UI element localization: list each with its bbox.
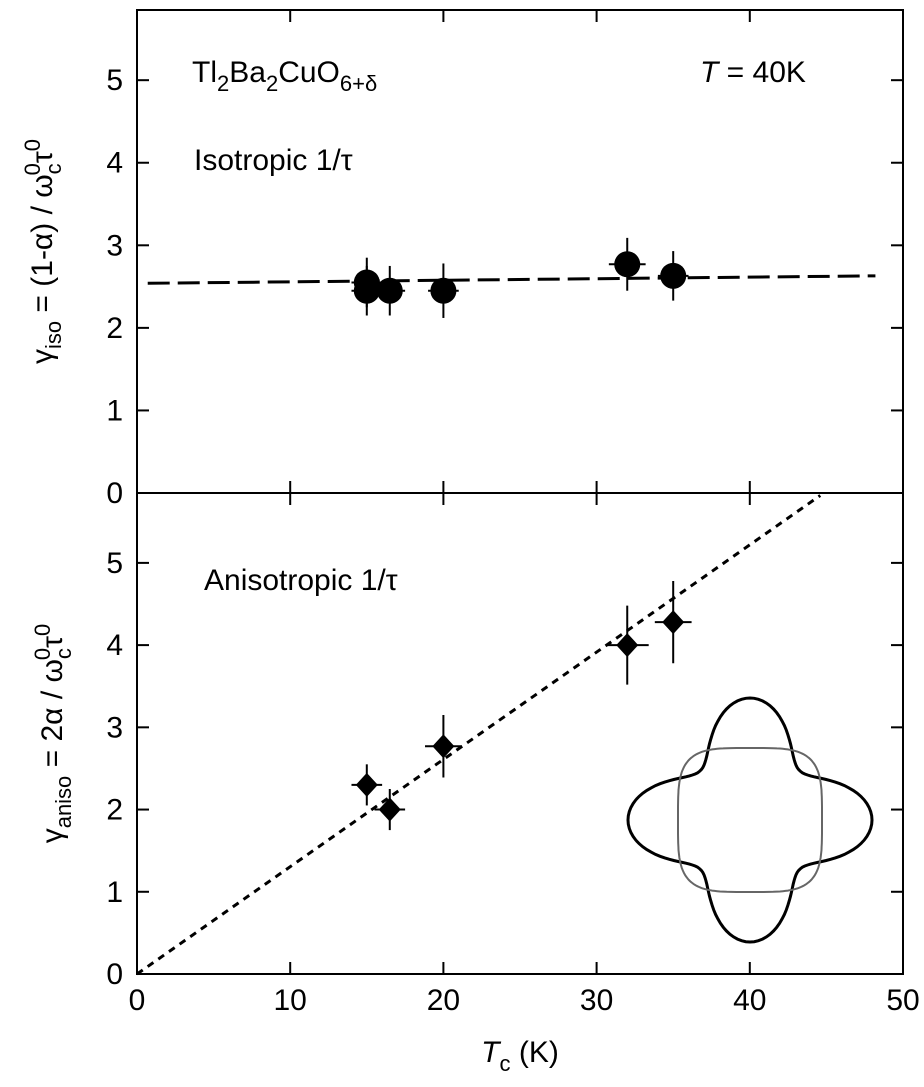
- y-axis-label-part: τ: [26, 151, 59, 163]
- chart-title-part: 6+δ: [340, 71, 377, 96]
- y-axis-label-part: γ: [36, 828, 69, 843]
- x-axis-label-part: c: [500, 1051, 511, 1076]
- y-tick-label: 1: [106, 876, 123, 909]
- y-tick-label: 0: [106, 477, 123, 510]
- fit-line: [147, 274, 876, 285]
- chart-title-part: Tl: [192, 56, 217, 89]
- y-axis-label-part: 0: [30, 624, 55, 636]
- data-point: [355, 772, 378, 797]
- x-axis-label-part: T: [481, 1036, 502, 1069]
- y-axis-label-part: τ: [36, 636, 69, 648]
- data-point: [614, 251, 641, 278]
- chart-title: Tl2Ba2CuO6+δ: [192, 56, 377, 96]
- y-tick-label: 0: [106, 958, 123, 991]
- data-point: [660, 262, 687, 289]
- y-tick-label: 2: [106, 794, 123, 827]
- y-axis-label-part: c: [41, 163, 66, 174]
- data-point: [376, 277, 403, 304]
- data-point: [662, 610, 685, 635]
- chart-title-part: 2: [266, 71, 278, 96]
- data-point: [353, 277, 380, 304]
- condition-label: T = 40K: [700, 56, 806, 89]
- y-tick-label: 5: [106, 64, 123, 97]
- data-point: [432, 734, 455, 759]
- condition-label-part: T: [700, 56, 721, 89]
- annotation: Isotropic 1/τ: [194, 144, 353, 177]
- x-axis-label-part: (K): [511, 1036, 559, 1069]
- y-tick-label: 4: [106, 629, 123, 662]
- chart-title-part: Ba: [229, 56, 266, 89]
- y-tick-label: 1: [106, 394, 123, 427]
- y-axis-label-part: 0: [20, 163, 45, 175]
- y-axis-label: γaniso = 2α / ωc0τ0: [30, 624, 76, 844]
- x-tick-label: 20: [427, 984, 460, 1017]
- x-tick-label: 0: [129, 984, 146, 1017]
- y-tick-label: 5: [106, 547, 123, 580]
- y-axis-label: γiso = (1-α) / ωc0τ0: [20, 139, 66, 364]
- x-tick-label: 40: [733, 984, 766, 1017]
- y-axis-label-part: iso: [41, 321, 66, 349]
- plot-frame: [136, 492, 904, 975]
- y-axis-label-part: = 2α / ω: [36, 659, 69, 776]
- inset-outer-surface: [626, 696, 874, 944]
- y-axis-label-part: = (1-α) / ω: [26, 174, 59, 321]
- y-axis-label-part: γ: [26, 349, 59, 364]
- chart-title-part: CuO: [278, 56, 340, 89]
- x-tick-label: 30: [580, 984, 613, 1017]
- x-tick-label: 50: [886, 984, 919, 1017]
- data-point: [378, 797, 401, 822]
- y-axis-label-part: aniso: [51, 776, 76, 829]
- fit-line: [136, 494, 822, 976]
- y-tick-label: 4: [106, 147, 123, 180]
- y-tick-label: 2: [106, 312, 123, 345]
- inset-inner-surface: [677, 747, 823, 893]
- condition-label-part: = 40K: [718, 56, 806, 89]
- y-axis-label-part: 0: [30, 648, 55, 660]
- data-point: [616, 633, 639, 658]
- data-point: [430, 277, 457, 304]
- y-axis-label-part: c: [51, 648, 76, 659]
- chart-title-part: 2: [217, 71, 229, 96]
- y-tick-label: 3: [106, 711, 123, 744]
- y-axis-label-part: 0: [20, 139, 45, 151]
- y-tick-label: 3: [106, 229, 123, 262]
- x-tick-label: 10: [274, 984, 307, 1017]
- annotation: Anisotropic 1/τ: [204, 564, 398, 597]
- x-axis-label: Tc (K): [481, 1036, 559, 1076]
